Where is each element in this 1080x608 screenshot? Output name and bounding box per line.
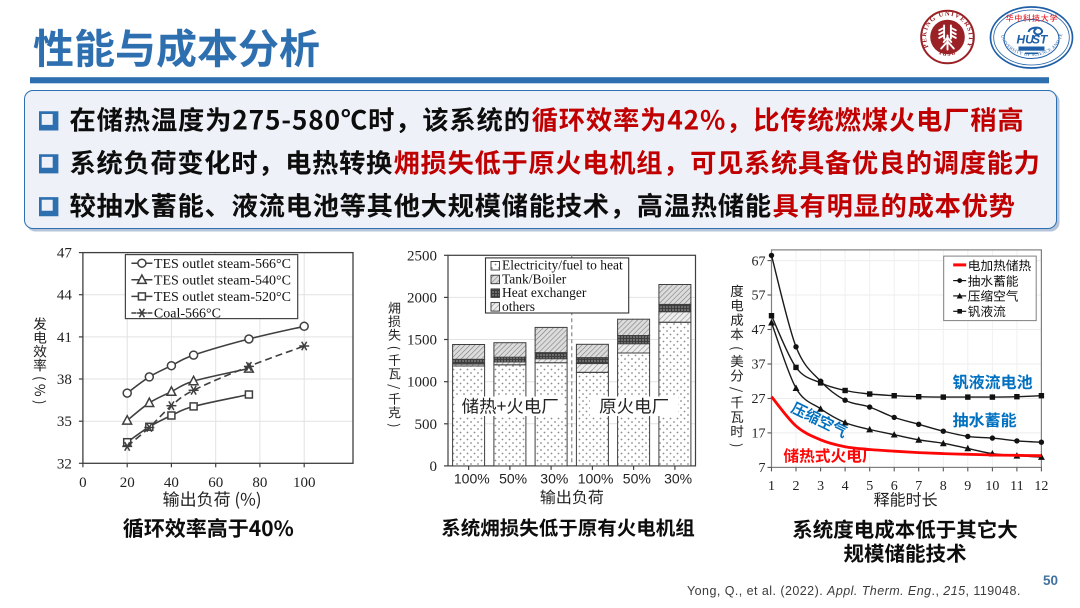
svg-text:41: 41 (57, 330, 72, 346)
svg-text:HUAZHONG UNIVERSITY OF SCIENCE: HUAZHONG UNIVERSITY OF SCIENCE AND TECHN… (0, 0, 1063, 57)
svg-text:10: 10 (985, 479, 999, 494)
svg-text:ST: ST (1032, 33, 1049, 47)
svg-text:50%: 50% (623, 471, 651, 487)
svg-text:6: 6 (891, 479, 898, 494)
svg-text:7: 7 (915, 479, 922, 494)
svg-text:100%: 100% (578, 471, 614, 487)
svg-text:20: 20 (120, 475, 135, 491)
svg-text:1000: 1000 (407, 375, 437, 391)
svg-text:HU: HU (1017, 33, 1035, 47)
svg-text:1: 1 (768, 479, 775, 494)
svg-text:80: 80 (252, 475, 267, 491)
svg-text:50%: 50% (499, 471, 527, 487)
svg-text:100%: 100% (454, 471, 490, 487)
svg-text:30%: 30% (540, 471, 568, 487)
svg-text:TES outlet steam-540°C: TES outlet steam-540°C (154, 274, 291, 289)
svg-text:32: 32 (57, 456, 72, 472)
svg-text:30%: 30% (664, 471, 692, 487)
svg-text:others: others (502, 299, 535, 314)
svg-text:500: 500 (415, 417, 438, 433)
svg-text:Heat exchanger: Heat exchanger (502, 285, 587, 300)
svg-text:1500: 1500 (407, 333, 437, 349)
svg-text:60: 60 (208, 475, 223, 491)
svg-text:8: 8 (940, 479, 947, 494)
svg-text:2500: 2500 (407, 248, 437, 264)
svg-text:67: 67 (752, 254, 766, 269)
svg-text:9: 9 (964, 479, 971, 494)
svg-text:7: 7 (759, 461, 766, 476)
svg-text:11: 11 (1010, 479, 1023, 494)
svg-text:57: 57 (752, 289, 766, 304)
svg-text:47: 47 (57, 246, 73, 262)
svg-text:TES outlet steam-520°C: TES outlet steam-520°C (154, 290, 291, 305)
svg-text:44: 44 (57, 288, 73, 304)
svg-text:Coal-566°C: Coal-566°C (154, 307, 221, 322)
svg-text:100: 100 (293, 475, 316, 491)
svg-text:TES outlet steam-566°C: TES outlet steam-566°C (154, 257, 291, 272)
svg-text:0: 0 (430, 459, 438, 475)
svg-text:27: 27 (752, 392, 766, 407)
svg-text:17: 17 (752, 427, 766, 442)
svg-text:2: 2 (793, 479, 800, 494)
svg-text:5: 5 (866, 479, 873, 494)
svg-text:47: 47 (752, 323, 766, 338)
svg-text:0: 0 (79, 475, 87, 491)
svg-text:38: 38 (57, 372, 72, 388)
svg-text:40: 40 (164, 475, 179, 491)
svg-text:Electricity/fuel to heat: Electricity/fuel to heat (502, 258, 623, 273)
svg-text:Tank/Boiler: Tank/Boiler (502, 271, 567, 286)
svg-text:3: 3 (817, 479, 824, 494)
svg-text:37: 37 (752, 358, 766, 373)
svg-text:35: 35 (57, 414, 72, 430)
svg-text:4: 4 (842, 479, 849, 494)
svg-text:2000: 2000 (407, 290, 437, 306)
svg-text:12: 12 (1034, 479, 1048, 494)
